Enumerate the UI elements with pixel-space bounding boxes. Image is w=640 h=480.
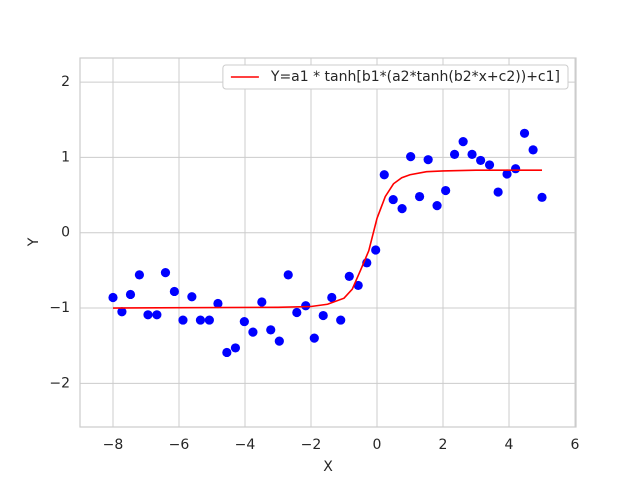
scatter-point: [283, 270, 293, 280]
scatter-point: [292, 307, 302, 318]
x-axis-label: X: [323, 459, 333, 475]
scatter-point: [143, 310, 153, 320]
scatter-point: [458, 136, 468, 147]
scatter-point: [309, 333, 319, 343]
scatter-point: [397, 204, 407, 214]
scatter-point: [134, 270, 145, 280]
y-tick-label: 2: [61, 74, 70, 90]
scatter-point: [213, 298, 223, 309]
scatter-point: [467, 149, 477, 159]
scatter-point: [195, 315, 206, 325]
scatter-point: [318, 310, 328, 321]
scatter-point: [502, 169, 512, 179]
legend-box: [222, 64, 569, 90]
legend-label: Y=a1 * tanh[b1*(a2*tanh(b2*x+c2))+c1]: [270, 69, 560, 85]
scatter-point: [511, 164, 521, 174]
x-tick-label: 4: [505, 437, 514, 453]
scatter-point: [344, 271, 354, 281]
scatter-point: [187, 292, 197, 302]
scatter-point: [519, 128, 530, 138]
y-tick-label: 0: [61, 225, 70, 241]
scatter-point: [484, 160, 495, 170]
scatter-point: [152, 310, 162, 320]
scatter-point: [108, 292, 118, 303]
scatter-point: [239, 316, 249, 327]
scatter-point: [178, 315, 188, 325]
y-tick-label: 1: [61, 149, 70, 165]
x-tick-label: 2: [439, 437, 448, 453]
scatter-point: [169, 286, 179, 297]
scatter-point: [476, 155, 486, 166]
scatter-point: [257, 297, 267, 307]
x-tick-label: −6: [169, 437, 190, 453]
scatter-point: [379, 170, 389, 180]
scatter-point: [222, 347, 232, 358]
scatter-point: [248, 327, 258, 337]
scatter-point: [371, 245, 381, 255]
scatter-point: [493, 187, 503, 197]
scatter-point: [125, 289, 136, 300]
scatter-point: [414, 191, 425, 202]
y-axis-label: Y: [26, 237, 42, 247]
y-tick-label: −1: [49, 300, 70, 316]
scatter-point: [274, 336, 284, 346]
scatter-point: [204, 315, 214, 325]
scatter-point: [537, 192, 547, 202]
scatter-point: [528, 145, 538, 155]
scatter-point: [406, 152, 416, 162]
x-tick-label: −8: [103, 437, 124, 453]
scatter-point: [432, 201, 442, 211]
x-tick-label: −4: [235, 437, 256, 453]
y-tick-label: −2: [49, 375, 70, 391]
legend: Y=a1 * tanh[b1*(a2*tanh(b2*x+c2))+c1]: [222, 64, 569, 90]
scatter-point: [160, 268, 171, 278]
scatter-point: [449, 149, 460, 159]
scatter-point: [301, 301, 311, 311]
scatter-point: [423, 155, 433, 165]
scatter-point: [336, 315, 346, 325]
scatter-point: [327, 292, 337, 303]
scatter-point: [388, 194, 398, 205]
plot-frame: [79, 57, 577, 428]
scatter-point: [441, 185, 451, 196]
scatter-point: [266, 325, 276, 335]
scatter-point: [117, 307, 127, 317]
fit-line: [112, 169, 543, 309]
x-tick-label: 0: [373, 437, 382, 453]
x-tick-label: 6: [571, 437, 580, 453]
x-tick-label: −2: [301, 437, 322, 453]
scatter-point: [230, 343, 241, 353]
scatter-point: [353, 280, 363, 291]
